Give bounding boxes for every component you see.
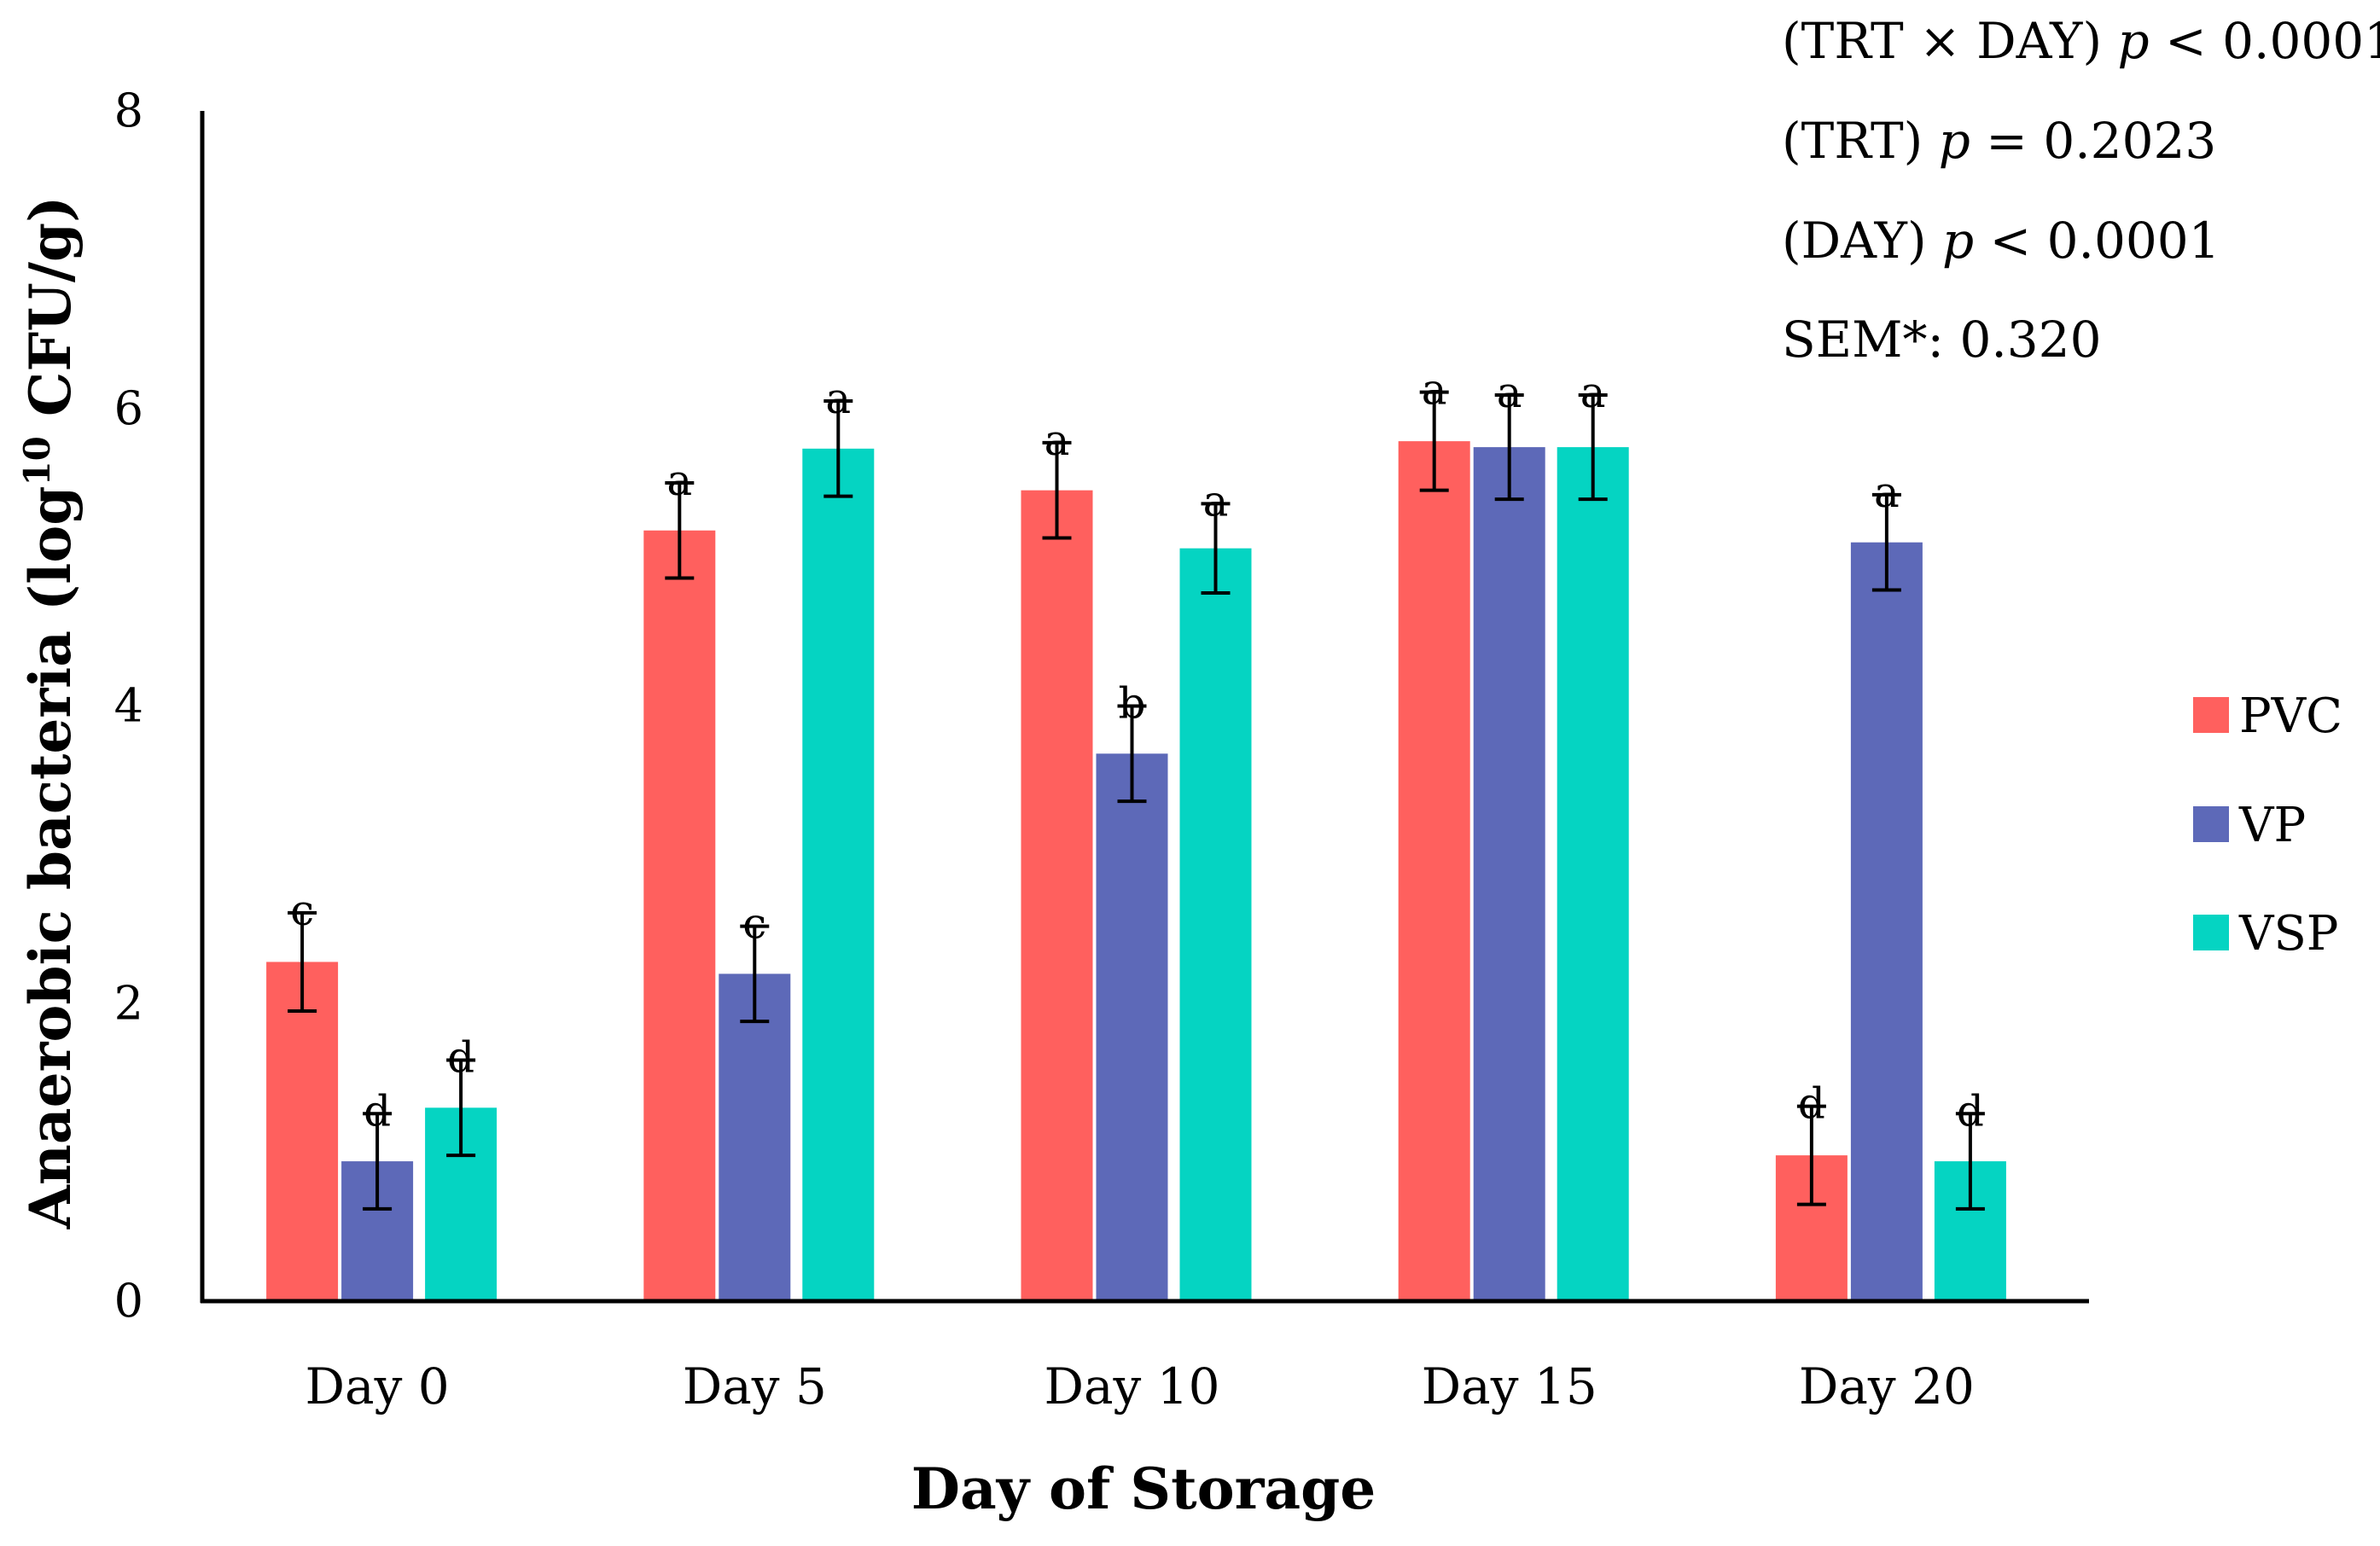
significance-letter: a: [1203, 476, 1229, 526]
significance-letters-layer: c d d a c a a b a a a a d a d: [290, 365, 1984, 1136]
significance-letter: d: [364, 1086, 391, 1136]
y-tick-label: 8: [114, 84, 143, 137]
stat-value: < 0.0001: [1974, 212, 2220, 270]
y-axis-title: Anaerobic bacteria (log10 CFU/g): [16, 196, 84, 1230]
y-tick-label: 6: [114, 381, 143, 435]
significance-letter: a: [1580, 368, 1606, 417]
error-bar: [1955, 1112, 1985, 1211]
y-axis-title-main: Anaerobic bacteria (log: [17, 486, 84, 1230]
legend-label: PVC: [2239, 689, 2342, 744]
x-category-label: Day 0: [306, 1357, 450, 1415]
stat-value: < 0.0001: [2150, 12, 2380, 70]
error-bar: [1419, 390, 1449, 492]
significance-letter: a: [1497, 368, 1522, 417]
significance-letter: b: [1118, 679, 1145, 729]
bar-vsp: [1557, 447, 1629, 1301]
error-bar: [288, 910, 317, 1013]
error-bar: [1796, 1104, 1826, 1206]
y-tick-label: 0: [114, 1274, 143, 1328]
legend-item-pvc: PVC: [2193, 689, 2342, 744]
bar-vsp: [802, 448, 875, 1301]
significance-letter: a: [1045, 416, 1070, 465]
bar-vp: [1473, 447, 1545, 1301]
significance-letter: c: [742, 899, 766, 949]
error-bar: [823, 399, 853, 498]
bar-vp: [1850, 542, 1923, 1301]
y-axis-title-superscript: 10: [16, 436, 58, 485]
bar-vsp: [1179, 548, 1252, 1301]
bar-pvc: [266, 962, 339, 1301]
significance-letter: a: [666, 456, 692, 505]
x-axis-title: Day of Storage: [911, 1456, 1376, 1522]
bar-pvc: [643, 530, 716, 1301]
stat-p-symbol: p: [2118, 12, 2150, 70]
legend: PVC VP VSP: [2193, 689, 2342, 962]
legend-label: VSP: [2238, 906, 2338, 962]
legend-label: VP: [2238, 798, 2306, 853]
stat-prefix: (DAY): [1782, 212, 1942, 270]
error-bars-layer: [288, 390, 1985, 1211]
stat-prefix: (TRT): [1782, 112, 1939, 170]
y-tick-label: 2: [114, 976, 143, 1030]
y-tick-label: 4: [114, 679, 143, 733]
error-bar: [363, 1112, 393, 1211]
x-category-label: Day 5: [683, 1357, 827, 1415]
error-bar: [1042, 440, 1072, 540]
x-category-label: Day 20: [1799, 1357, 1975, 1415]
stat-prefix: SEM*: 0.320: [1782, 311, 2101, 369]
significance-letter: d: [1798, 1079, 1825, 1129]
statistics-annotations: (TRT × DAY) p < 0.0001 (TRT) p = 0.2023 (D…: [1782, 12, 2380, 369]
error-bar: [1578, 393, 1608, 502]
legend-item-vp: VP: [2193, 798, 2306, 853]
error-bar: [665, 480, 695, 580]
error-bar: [1494, 393, 1524, 502]
error-bar: [1871, 492, 1901, 592]
significance-letter: d: [1957, 1086, 1984, 1136]
stat-p-symbol: p: [1939, 112, 1970, 170]
significance-letter: a: [825, 374, 851, 423]
error-bar: [446, 1058, 476, 1158]
legend-swatch: [2193, 806, 2229, 842]
bar-pvc: [1021, 490, 1093, 1301]
bar-vp: [1096, 753, 1168, 1301]
significance-letter: a: [1874, 468, 1900, 517]
x-category-label: Day 10: [1044, 1357, 1219, 1415]
bar-vp: [719, 974, 791, 1301]
stat-annotation: (DAY) p < 0.0001: [1782, 212, 2220, 270]
stat-annotation: (TRT × DAY) p < 0.0001: [1782, 12, 2380, 70]
legend-swatch: [2193, 697, 2229, 733]
significance-letter: c: [290, 886, 314, 935]
bars-layer: [266, 441, 2006, 1301]
legend-item-vsp: VSP: [2193, 906, 2338, 962]
bar-pvc: [1398, 441, 1470, 1301]
legend-swatch: [2193, 915, 2229, 950]
stat-p-symbol: p: [1942, 212, 1974, 270]
significance-letter: d: [447, 1033, 474, 1083]
error-bar: [1117, 704, 1147, 804]
y-axis-title-tail: CFU/g): [17, 196, 84, 436]
y-tick-labels: 0 2 4 6 8: [114, 84, 143, 1328]
error-bar: [740, 924, 770, 1024]
x-category-labels: Day 0 Day 5 Day 10 Day 15 Day 20: [306, 1357, 1975, 1415]
x-category-label: Day 15: [1422, 1357, 1597, 1415]
stat-prefix: (TRT × DAY): [1782, 12, 2118, 70]
stat-annotation: (TRT) p = 0.2023: [1782, 112, 2216, 170]
axes-layer: [200, 111, 2089, 1304]
error-bar: [1201, 502, 1231, 595]
stat-value: = 0.2023: [1970, 112, 2216, 170]
significance-letter: a: [1422, 365, 1447, 415]
stat-annotation: SEM*: 0.320: [1782, 311, 2101, 369]
